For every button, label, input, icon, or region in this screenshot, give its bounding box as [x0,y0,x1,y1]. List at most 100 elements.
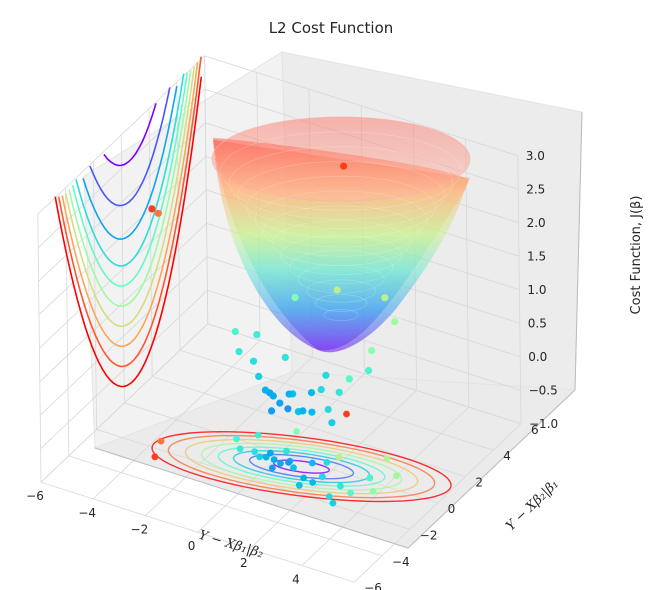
data-point [368,347,376,355]
data-point [340,162,348,170]
data-point [154,209,162,217]
floor-contour-projection [151,430,452,503]
data-point-projection [366,474,374,482]
mesh-line [237,161,445,229]
side-contour [82,86,178,240]
data-point-projection [309,479,317,486]
mesh-line [263,205,419,257]
data-point-projection [283,447,290,455]
grid-line [40,289,521,450]
z-tick-label: 1.5 [527,249,546,263]
z-tick-label: 0.0 [528,350,547,364]
data-point-projection [267,449,274,457]
data-point [285,390,293,398]
z-tick-label: 0.5 [528,316,547,330]
data-point-projection [325,493,333,500]
data-point-projection [251,448,258,455]
data-point [308,408,316,416]
mesh-line [211,116,471,202]
data-point-projection [329,499,337,507]
data-point [322,371,330,379]
data-point [324,405,332,414]
z-tick-label: 1.0 [527,283,546,297]
data-point-projection [290,464,297,471]
data-point-projection [256,453,263,461]
axis-lines [94,111,583,549]
data-point [235,348,243,356]
grid-line [39,256,521,416]
data-point [345,375,353,383]
side-contour-projection [54,56,203,388]
side-contour [75,73,185,267]
mesh-line [254,190,428,248]
side-contour [64,66,195,328]
data-point [276,399,284,407]
data-point [268,407,276,415]
data-point [365,367,373,375]
data-point-projection [277,460,284,467]
z-axis-line [574,111,583,391]
z-tick-label: 3.0 [526,149,545,163]
mesh-line [289,249,393,285]
data-point [255,372,263,380]
mesh-line [246,175,436,239]
data-point-projection [369,487,377,495]
floor-contour [184,438,419,495]
data-point [335,388,343,396]
data-point-projection [270,456,278,463]
y-tick-label: 2 [475,476,483,490]
data-point [333,286,341,294]
data-point [291,293,299,302]
data-point-projection [383,455,391,462]
side-contour [103,103,157,167]
z-tick-label: 2.0 [527,216,546,230]
data-point-projection [335,454,343,461]
mesh-line [271,220,411,266]
z-tick-label: 2.5 [526,182,545,196]
data-point-projection [295,481,303,489]
bowl-rim [211,116,471,202]
data-point [299,407,307,415]
x-tick-label: 2 [240,556,248,570]
side-contour [71,72,188,287]
mesh-line [306,279,376,303]
z-tick-labels: −1.0 −0.5 0.0 0.5 1.0 1.5 2.0 2.5 3.0 [526,149,558,431]
data-point [284,405,292,413]
floor-scatter-projection [151,410,400,507]
x-axis-line [94,447,409,549]
data-point-projection [293,428,300,435]
data-point [249,357,258,365]
data-point [317,386,325,394]
y-tick-label: −6 [364,581,382,590]
cost-surface [211,116,471,353]
data-point-projection [285,459,292,466]
data-point-projection [300,474,307,482]
floor-contour [151,430,452,503]
mesh-line [297,264,385,294]
data-point [266,389,274,397]
y-tick-label: −4 [392,555,410,569]
data-point [281,353,289,361]
data-point [381,294,389,302]
data-point-projection [323,459,331,466]
z-tick-label: −1.0 [529,417,558,431]
data-point [307,389,316,397]
data-point [231,328,239,336]
y-tick-label: 4 [503,449,511,463]
data-point-projection [268,464,276,472]
side-contour [68,70,192,307]
x-axis-label: Y − Xβ₁|β₂ [197,528,265,562]
mesh-line [220,131,462,211]
data-point-projection [337,482,344,490]
surface-mesh [211,116,471,321]
data-point-projection [151,453,159,461]
data-point [148,205,156,213]
side-contour [57,56,202,368]
data-point [391,318,399,326]
grid-line [37,55,518,215]
data-point-projection [236,445,244,453]
mesh-line [280,235,402,275]
y-tick-label: 6 [531,423,539,437]
